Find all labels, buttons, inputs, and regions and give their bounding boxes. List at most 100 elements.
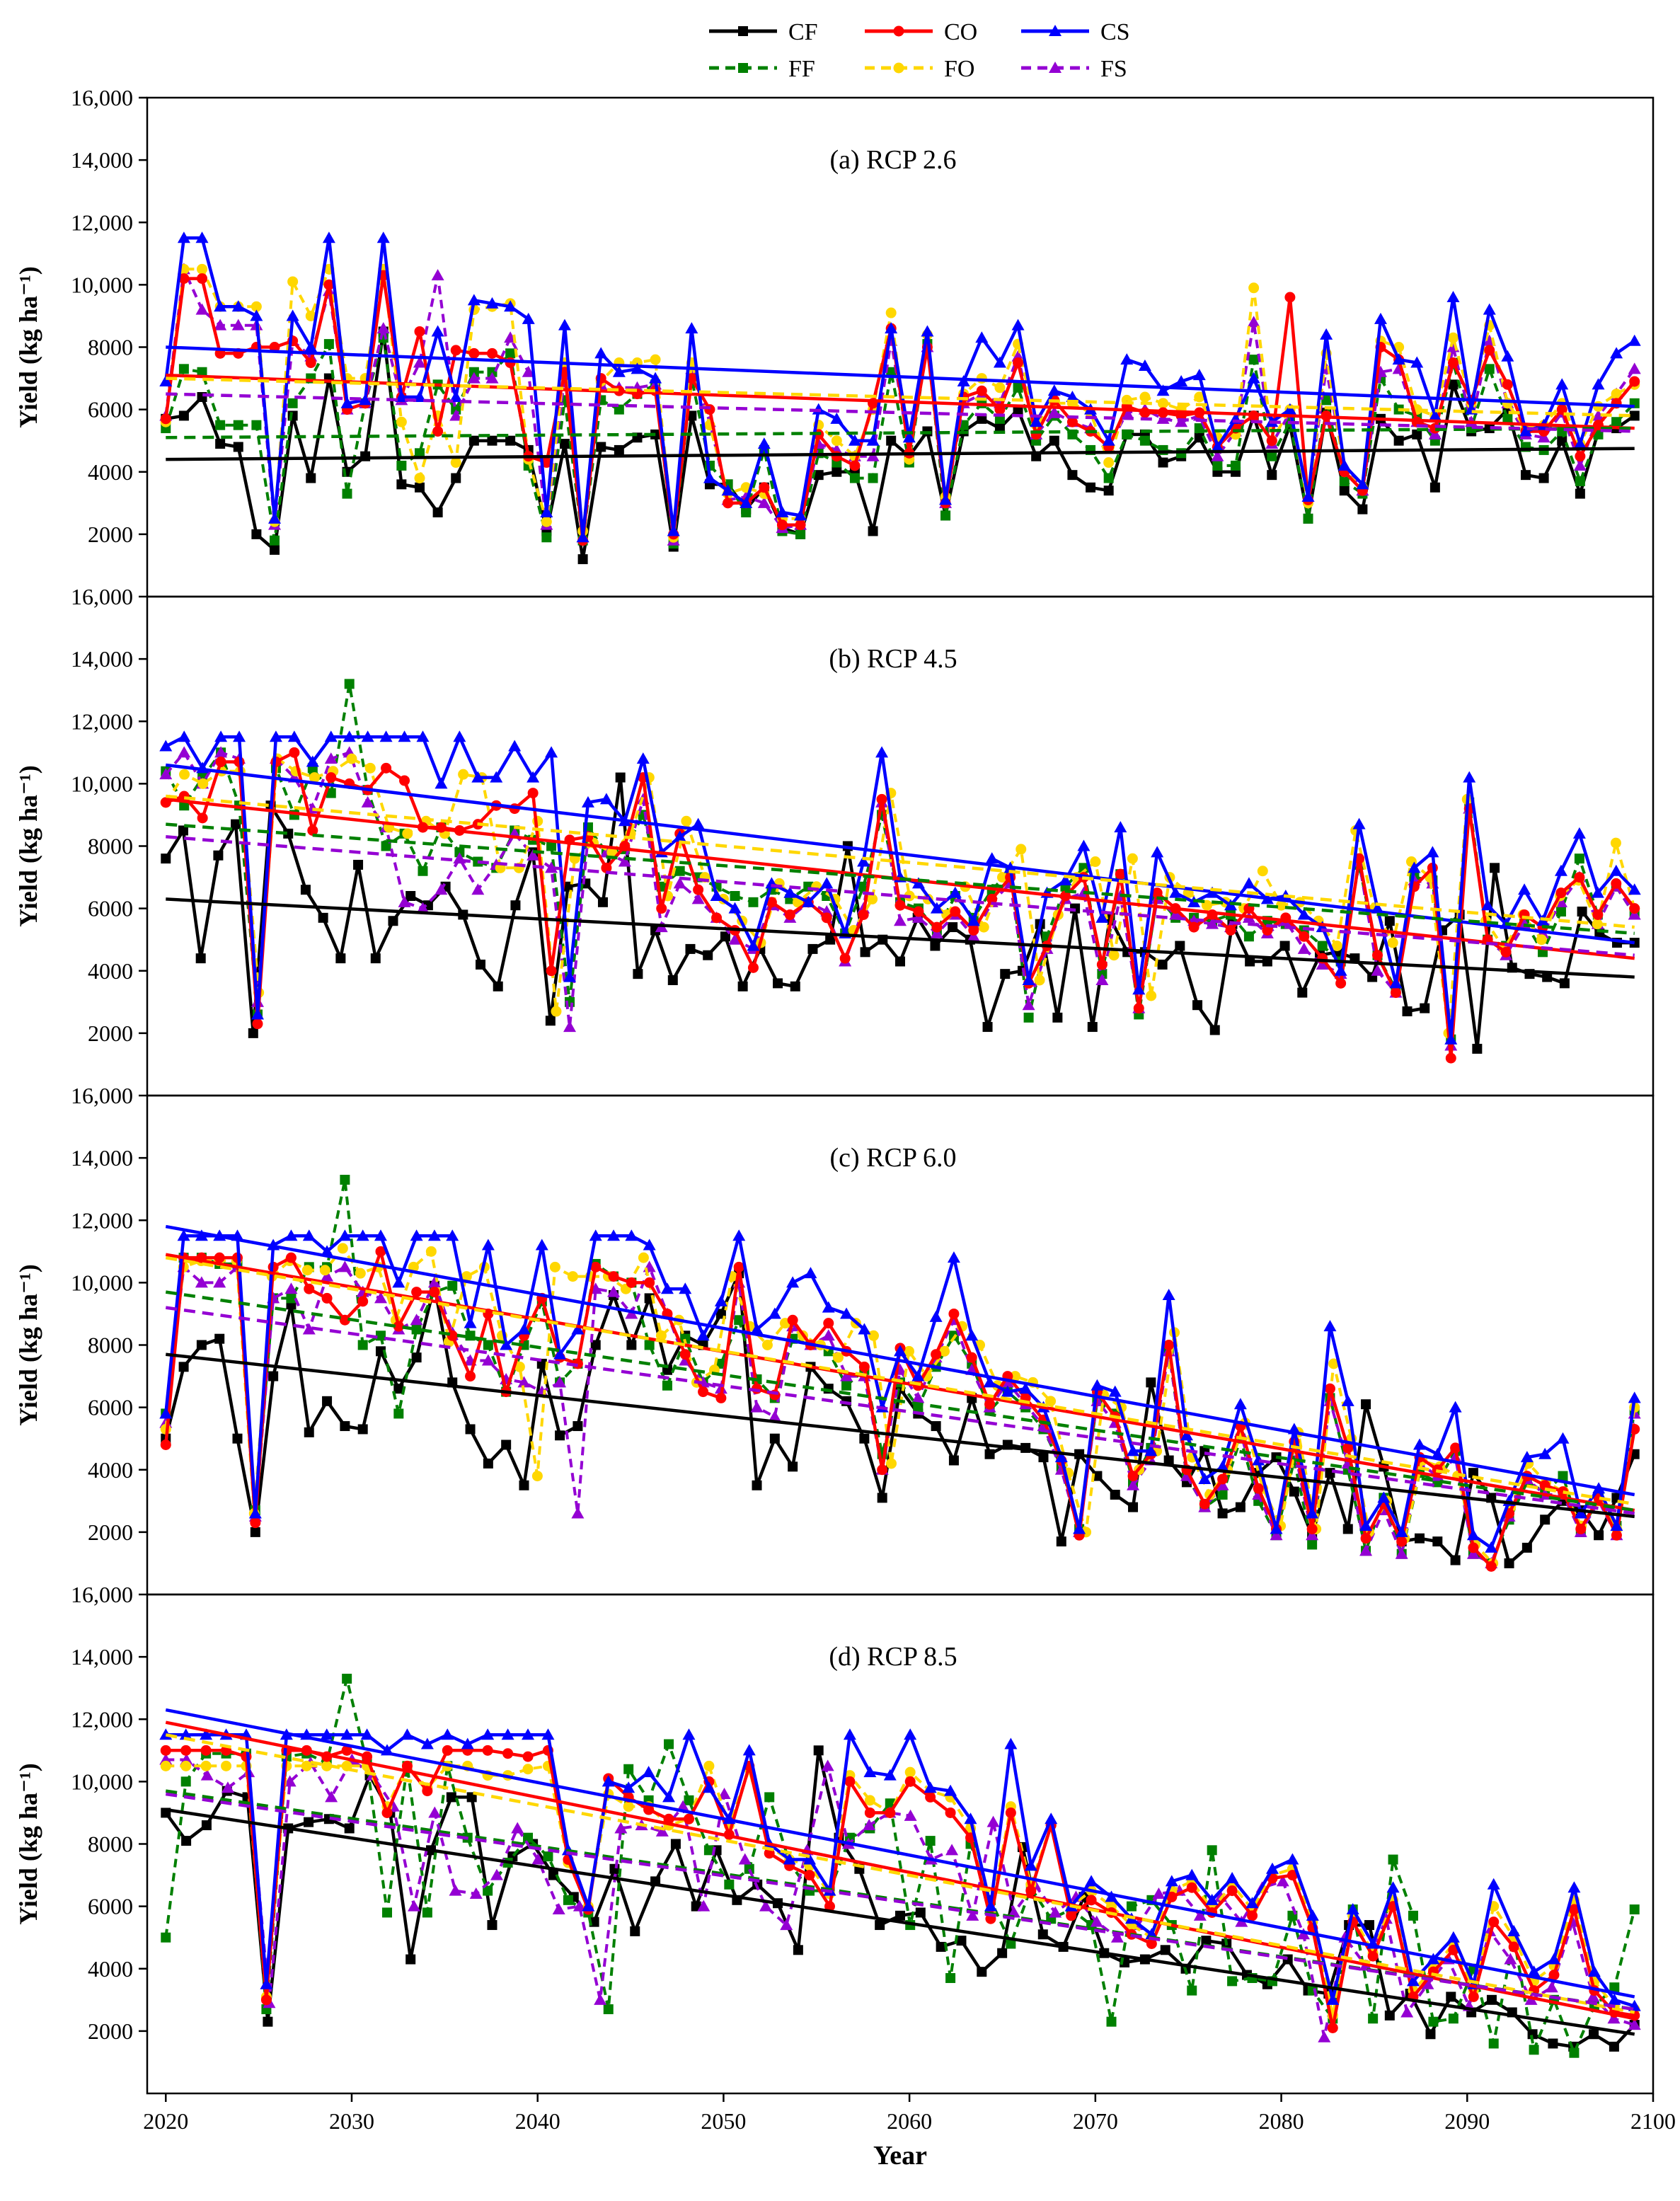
data-point-cf	[196, 1340, 207, 1350]
data-point-cf	[1052, 1012, 1063, 1023]
data-point-co	[250, 1517, 261, 1529]
data-point-fs	[1395, 1547, 1408, 1559]
data-point-fo	[1194, 391, 1205, 403]
data-point-fo	[832, 1352, 844, 1363]
data-point-cs	[553, 1347, 567, 1360]
data-point-cf	[1289, 1486, 1299, 1497]
data-point-cs	[1138, 359, 1151, 371]
data-point-cs	[558, 318, 571, 331]
data-point-cf	[1420, 1003, 1430, 1013]
data-point-co	[1450, 1442, 1461, 1454]
data-point-fo	[1139, 391, 1151, 403]
data-point-co	[522, 1751, 534, 1762]
data-point-fs	[945, 1844, 959, 1856]
data-point-cs	[563, 970, 577, 982]
data-point-cf	[1158, 457, 1168, 468]
data-point-fs	[467, 372, 481, 384]
data-point-fs	[697, 1900, 710, 1912]
data-point-cf	[875, 1920, 885, 1931]
data-point-fo	[978, 921, 989, 933]
series-cs	[159, 231, 1641, 543]
data-point-co	[414, 326, 425, 337]
data-point-co	[1592, 909, 1604, 920]
data-point-co	[715, 1392, 727, 1403]
data-point-cs	[929, 1310, 943, 1322]
data-point-cf	[956, 1936, 967, 1946]
data-point-cs	[508, 740, 522, 752]
data-point-cf	[545, 1016, 556, 1026]
data-point-cs	[200, 1728, 213, 1740]
data-point-ff	[886, 367, 897, 377]
data-point-fo	[197, 263, 208, 275]
y-tick-label: 12,000	[71, 1207, 133, 1233]
data-point-co	[950, 906, 961, 917]
data-point-ff	[546, 841, 557, 851]
data-point-cs	[1408, 861, 1421, 873]
data-point-ff	[623, 1764, 634, 1774]
data-point-ff	[411, 1324, 422, 1335]
data-point-cs	[471, 771, 485, 783]
data-point-cs	[1091, 1379, 1104, 1391]
data-point-cf	[1542, 972, 1553, 982]
data-point-fo	[1010, 1371, 1021, 1382]
data-point-cs	[195, 231, 209, 243]
data-point-cs	[848, 434, 861, 446]
data-point-fs	[673, 877, 686, 889]
data-point-cs	[1306, 1507, 1319, 1519]
data-point-cf	[555, 1430, 565, 1441]
data-point-co	[450, 345, 461, 356]
legend-item-fo: FO	[865, 56, 974, 82]
data-point-cf	[1357, 504, 1368, 515]
data-point-co	[723, 498, 734, 509]
data-point-cs	[1556, 1432, 1570, 1444]
data-point-cf	[388, 916, 398, 926]
data-point-cs	[500, 1338, 513, 1350]
data-point-ff	[724, 1879, 735, 1890]
data-point-cs	[268, 512, 282, 524]
data-point-cf	[393, 1384, 404, 1394]
legend-label-cf: CF	[788, 19, 818, 45]
legend-marker-co	[893, 25, 904, 37]
data-point-cf	[178, 1362, 189, 1372]
legend-marker-fo	[893, 62, 904, 74]
data-point-ff	[734, 1315, 744, 1326]
data-point-co	[1548, 1970, 1560, 1981]
data-point-cs	[843, 1728, 856, 1740]
data-point-cs	[673, 830, 686, 842]
data-point-fs	[283, 1775, 297, 1787]
data-point-cs	[1481, 899, 1495, 911]
data-point-co	[305, 357, 316, 369]
data-point-cf	[832, 466, 842, 477]
data-point-fo	[868, 1330, 879, 1341]
data-point-cs	[1270, 1522, 1283, 1534]
y-axis-label: Yield (kg ha⁻¹)	[14, 765, 42, 926]
data-point-co	[1629, 903, 1640, 914]
legend-item-cs: CS	[1021, 19, 1130, 45]
x-tick-label: 2080	[1259, 2108, 1304, 2134]
data-point-cf	[773, 978, 783, 989]
data-point-cs	[1628, 1391, 1641, 1403]
data-point-ff	[1388, 1854, 1398, 1865]
data-point-ff	[1267, 451, 1277, 461]
data-point-cs	[1567, 1881, 1581, 1893]
data-point-cs	[395, 391, 408, 402]
data-point-cf	[630, 1926, 640, 1936]
data-point-cf	[615, 772, 626, 783]
data-point-cf	[322, 1396, 333, 1406]
data-point-cs	[1011, 318, 1025, 331]
data-point-cf	[788, 1461, 798, 1472]
data-point-fs	[1247, 316, 1260, 328]
data-point-cf	[1412, 429, 1422, 439]
data-point-fo	[414, 473, 425, 484]
data-point-cs	[786, 1276, 800, 1288]
y-tick-label: 10,000	[71, 1769, 133, 1794]
data-point-cs	[1114, 821, 1127, 833]
data-point-fo	[287, 276, 299, 287]
data-point-cf	[1557, 435, 1567, 446]
data-point-fo	[904, 1766, 916, 1778]
data-point-cs	[939, 493, 953, 505]
y-tick-label: 6000	[88, 1894, 133, 1919]
data-point-cf	[626, 1340, 637, 1350]
data-point-cf	[1446, 1992, 1456, 2002]
data-point-co	[1299, 931, 1310, 942]
